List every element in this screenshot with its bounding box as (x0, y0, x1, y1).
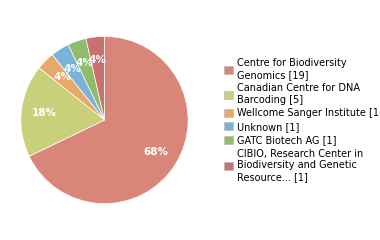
Wedge shape (86, 36, 104, 120)
Text: 4%: 4% (89, 55, 107, 65)
Wedge shape (52, 45, 104, 120)
Text: 18%: 18% (32, 108, 57, 118)
Text: 4%: 4% (76, 58, 93, 68)
Wedge shape (68, 38, 104, 120)
Legend: Centre for Biodiversity
Genomics [19], Canadian Centre for DNA
Barcoding [5], We: Centre for Biodiversity Genomics [19], C… (224, 58, 380, 182)
Text: 4%: 4% (63, 64, 81, 74)
Wedge shape (39, 55, 105, 120)
Wedge shape (21, 68, 104, 156)
Text: 4%: 4% (53, 72, 71, 82)
Wedge shape (29, 36, 188, 204)
Text: 68%: 68% (143, 147, 168, 157)
